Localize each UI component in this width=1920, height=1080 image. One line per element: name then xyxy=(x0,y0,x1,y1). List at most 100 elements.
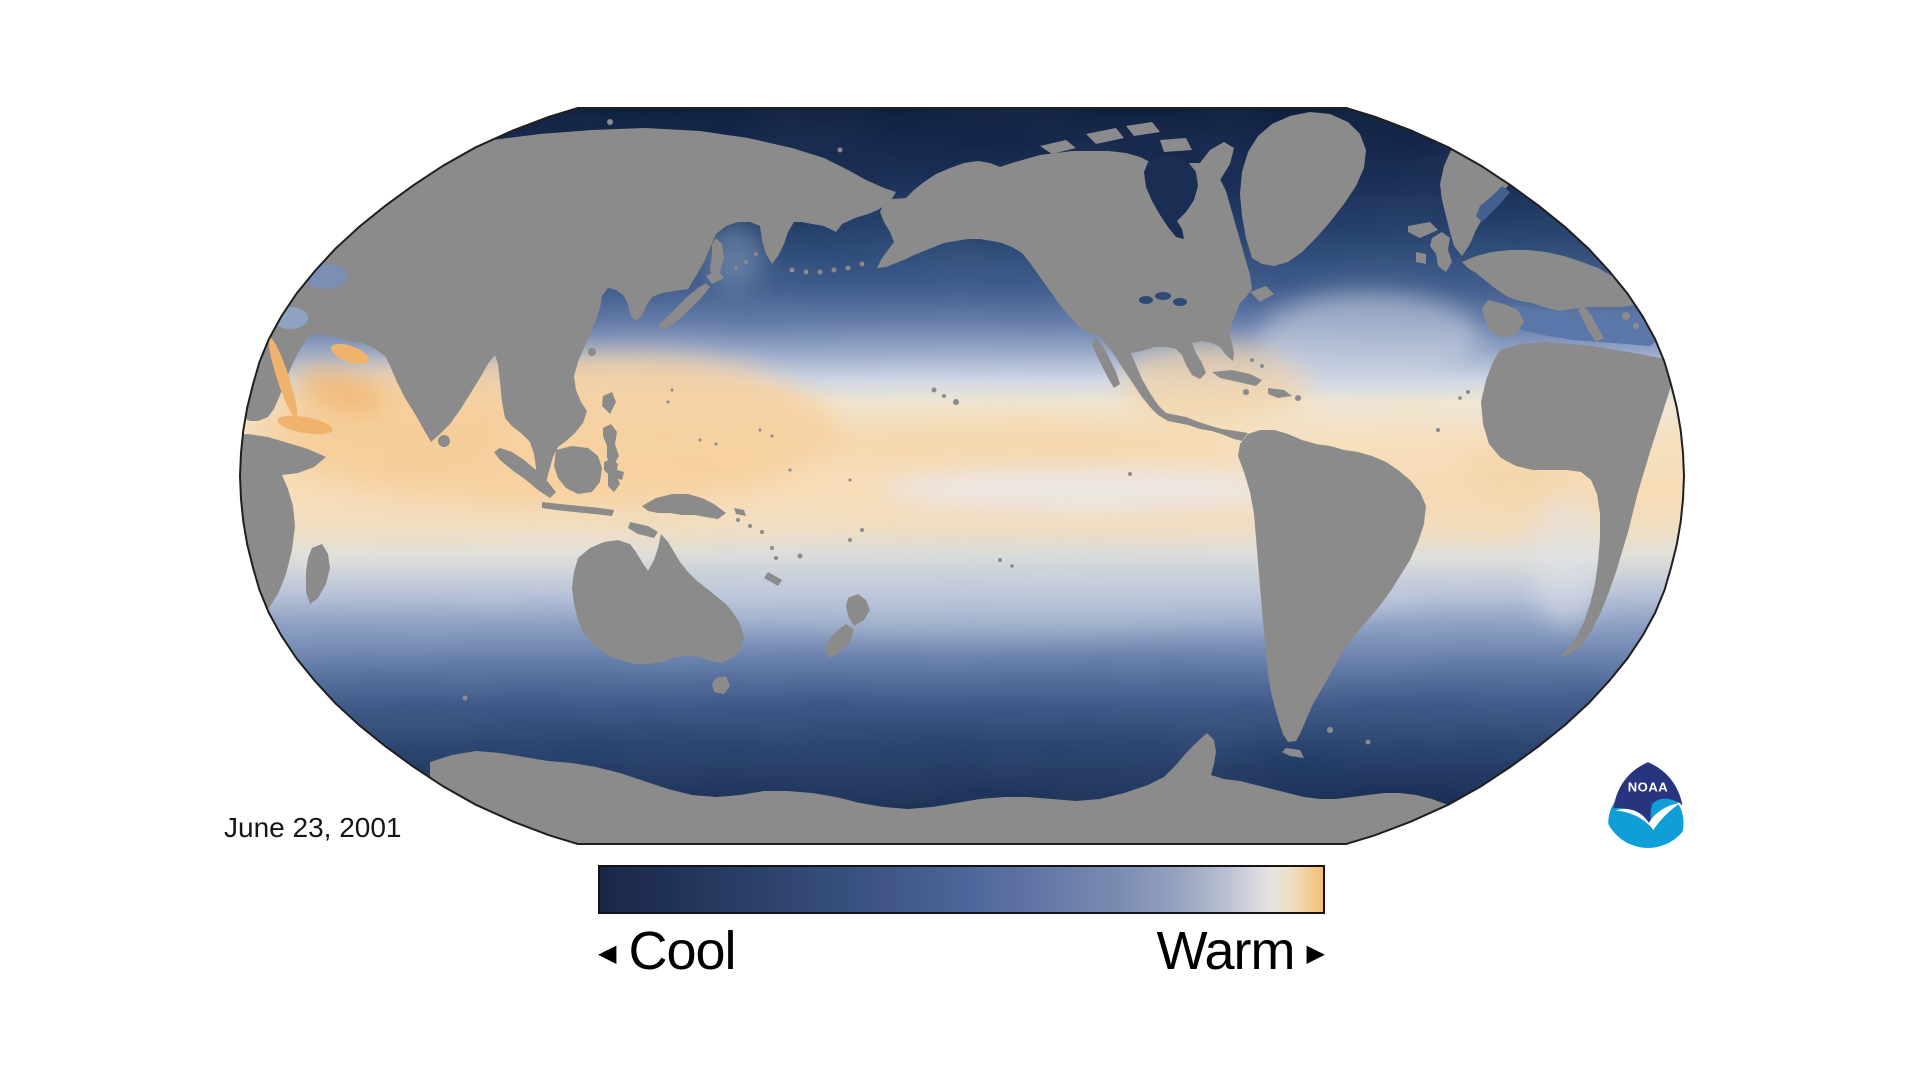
landmass-south-america xyxy=(1238,430,1426,742)
landmass-newfoundland xyxy=(1250,286,1274,302)
island-speck xyxy=(845,265,851,271)
great-lake-2 xyxy=(1155,292,1171,300)
island-speck xyxy=(1327,727,1333,733)
landmass-russia-northeast xyxy=(1530,116,1666,162)
hudson-bay xyxy=(1144,156,1198,239)
island-speck xyxy=(588,348,596,356)
island-speck xyxy=(698,438,702,442)
island-speck xyxy=(1295,395,1301,401)
island-speck xyxy=(848,478,852,482)
date-label: June 23, 2001 xyxy=(224,812,402,843)
island-speck xyxy=(1436,428,1440,432)
island-speck xyxy=(467,129,473,135)
landmass-arctic-island-3 xyxy=(1126,122,1160,136)
temperature-colorbar xyxy=(598,865,1325,914)
seagull-icon xyxy=(1615,803,1681,831)
landmass-africa-west xyxy=(1481,342,1678,657)
landmass-mindanao xyxy=(608,468,624,480)
landmass-sumatra xyxy=(494,448,556,498)
landmass-tasmania xyxy=(712,676,730,694)
island-speck xyxy=(931,387,937,393)
island-speck xyxy=(797,553,803,559)
island-speck xyxy=(670,388,674,392)
landmass-new-guinea xyxy=(642,494,726,519)
island-speck xyxy=(1250,358,1254,362)
island-speck xyxy=(736,518,740,522)
noaa-logo-sky xyxy=(1613,762,1683,831)
island-speck xyxy=(714,442,718,446)
noaa-logo: NOAA xyxy=(1603,758,1693,848)
island-speck xyxy=(770,546,774,550)
island-speck xyxy=(998,558,1002,562)
island-speck xyxy=(758,428,762,432)
landmass-arctic-island-1 xyxy=(1040,140,1076,154)
persian-gulf xyxy=(331,343,369,365)
landmass-taiwan xyxy=(602,392,616,414)
island-speck xyxy=(607,119,613,125)
landmass-baja-california xyxy=(1092,338,1120,388)
cool-label: Cool xyxy=(628,921,736,981)
landmass-europe xyxy=(1462,250,1637,311)
island-speck xyxy=(1365,739,1371,745)
colorbar-legend: ◀ Cool Warm ▶ xyxy=(598,920,1325,982)
landmass-italy xyxy=(1578,306,1604,342)
island-speck xyxy=(837,147,843,153)
red-sea xyxy=(268,338,298,418)
landmass-ireland xyxy=(1416,252,1426,264)
noaa-logo-text: NOAA xyxy=(1628,780,1669,795)
landmass-java xyxy=(542,502,614,516)
island-speck xyxy=(860,528,864,532)
island-speck xyxy=(734,266,738,270)
landmass-timor xyxy=(628,522,658,538)
island-speck xyxy=(1466,390,1470,394)
island-speck xyxy=(1243,389,1249,395)
island-speck xyxy=(803,269,809,275)
island-speck xyxy=(764,244,768,248)
great-lake-1 xyxy=(1139,296,1153,304)
warm-label: Warm xyxy=(1156,921,1296,981)
island-speck xyxy=(1260,364,1264,368)
landmass-new-zealand-north xyxy=(846,594,870,626)
landmass-baffin-island xyxy=(1196,142,1234,192)
cool-legend-group: ◀ Cool xyxy=(598,921,737,981)
island-speck xyxy=(774,556,778,560)
island-speck xyxy=(1458,396,1462,400)
island-speck xyxy=(831,267,837,273)
island-speck xyxy=(942,394,946,398)
landmass-iceland xyxy=(1408,222,1438,238)
island-speck xyxy=(789,267,795,273)
island-speck xyxy=(754,252,758,256)
island-speck xyxy=(788,468,792,472)
landmass-greenland xyxy=(1240,112,1366,266)
gulf-of-aden xyxy=(277,415,333,435)
landmass-new-zealand-south xyxy=(824,624,854,658)
landmass-arctic-island-4 xyxy=(1160,138,1192,152)
island-speck xyxy=(760,530,764,534)
landmass-arctic-island-2 xyxy=(1086,128,1124,144)
landmass-tierra-del-fuego xyxy=(1282,748,1304,758)
island-speck xyxy=(1622,312,1630,320)
landmass-hispaniola xyxy=(1268,388,1292,398)
landmass-japan xyxy=(658,283,710,330)
landmass-iberia xyxy=(1482,300,1524,338)
island-speck xyxy=(748,524,752,528)
island-speck xyxy=(817,269,823,275)
map-projection-outline xyxy=(238,107,1686,845)
landmass-new-britain xyxy=(734,508,746,516)
landmass-north-america xyxy=(877,151,1252,441)
island-speck xyxy=(848,538,852,542)
cool-arrow-icon: ◀ xyxy=(598,939,617,967)
island-speck xyxy=(1633,323,1639,329)
island-speck xyxy=(770,434,774,438)
island-speck xyxy=(953,399,959,405)
island-speck xyxy=(1128,472,1132,476)
landmass-australia xyxy=(572,534,744,664)
black-sea xyxy=(272,307,308,329)
landmass-borneo xyxy=(554,446,602,494)
island-speck xyxy=(744,260,748,264)
island-speck xyxy=(438,435,450,447)
mediterranean xyxy=(1490,306,1664,346)
landmass-britain xyxy=(1430,232,1452,272)
